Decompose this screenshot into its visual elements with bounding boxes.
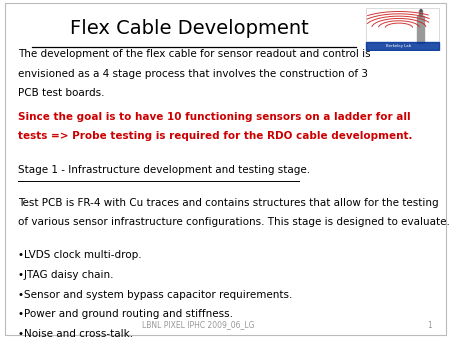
Text: Berkeley Lab: Berkeley Lab	[387, 44, 411, 48]
Text: Stage 1 - Infrastructure development and testing stage.: Stage 1 - Infrastructure development and…	[18, 165, 310, 175]
Bar	[419, 10, 422, 17]
Text: Flex Cable Development: Flex Cable Development	[70, 19, 308, 38]
Text: •Power and ground routing and stiffness.: •Power and ground routing and stiffness.	[18, 309, 233, 319]
Text: Test PCB is FR-4 with Cu traces and contains structures that allow for the testi: Test PCB is FR-4 with Cu traces and cont…	[18, 198, 439, 208]
Text: of various sensor infrastructure configurations. This stage is designed to evalu: of various sensor infrastructure configu…	[18, 217, 450, 227]
Bar	[366, 42, 440, 50]
Text: The development of the flex cable for sensor readout and control is: The development of the flex cable for se…	[18, 49, 371, 59]
Bar	[420, 8, 421, 11]
Text: tests => Probe testing is required for the RDO cable development.: tests => Probe testing is required for t…	[18, 131, 413, 142]
FancyBboxPatch shape	[366, 8, 440, 50]
Text: LBNL PIXEL IPHC 2009_06_LG: LBNL PIXEL IPHC 2009_06_LG	[142, 320, 254, 330]
Text: Since the goal is to have 10 functioning sensors on a ladder for all: Since the goal is to have 10 functioning…	[18, 112, 410, 122]
Text: •Noise and cross-talk.: •Noise and cross-talk.	[18, 329, 133, 338]
Text: •Sensor and system bypass capacitor requirements.: •Sensor and system bypass capacitor requ…	[18, 290, 292, 300]
Text: envisioned as a 4 stage process that involves the construction of 3: envisioned as a 4 stage process that inv…	[18, 69, 368, 79]
Bar	[417, 16, 424, 43]
Text: PCB test boards.: PCB test boards.	[18, 88, 104, 98]
Text: •JTAG daisy chain.: •JTAG daisy chain.	[18, 270, 113, 280]
Text: 1: 1	[427, 320, 432, 330]
Text: •LVDS clock multi-drop.: •LVDS clock multi-drop.	[18, 250, 142, 261]
